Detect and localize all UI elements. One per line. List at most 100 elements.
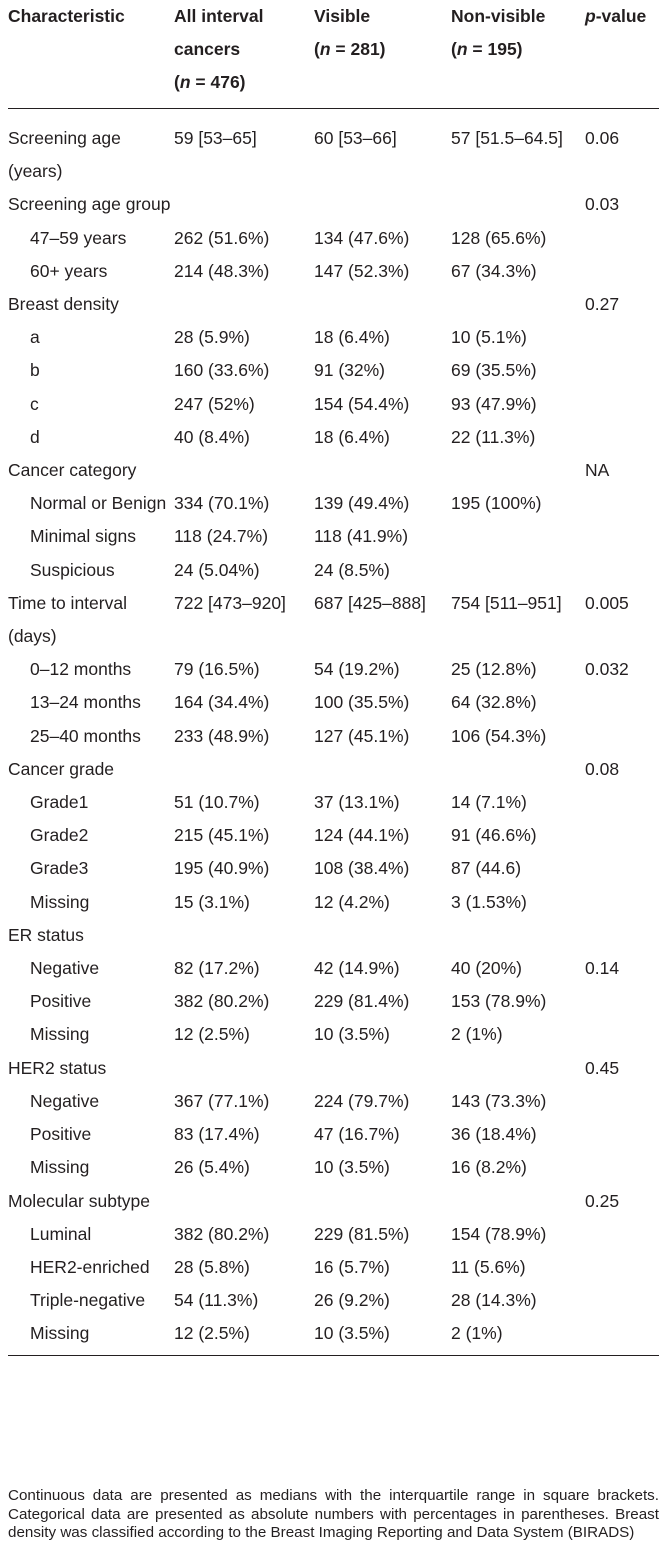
table-row: b 160 (33.6%) 91 (32%) 69 (35.5%) [8,354,659,387]
table-row: Missing 15 (3.1%) 12 (4.2%) 3 (1.53%) [8,886,659,919]
cell-all-interval: 82 (17.2%) [174,958,260,979]
cell-visible: 118 (41.9%) [314,526,409,547]
table-row: 13–24 months 164 (34.4%) 100 (35.5%) 64 (32… [8,686,659,719]
row-label: Screening age group [8,194,171,215]
cell-all-interval [174,1052,314,1085]
table-row: Breast density 0.27 [8,288,659,321]
table-row: HER2 status 0.45 [8,1052,659,1085]
table-row: Triple-negative 54 (11.3%) 26 (9.2%) 28 (14… [8,1284,659,1317]
cell-non-visible: 143 (73.3%) [451,1090,547,1111]
cell-non-visible [451,554,585,587]
row-label: 60+ years [30,260,108,281]
cell-non-visible [451,919,585,952]
header-nonvisible-label: Non-visible [451,6,546,26]
header-visible-n: (n = 281) [314,39,386,59]
cell-p-value [585,354,659,387]
cell-non-visible: 93 (47.9%) [451,393,537,414]
cell-p-value [585,1251,659,1284]
table-row: Cancer grade 0.08 [8,753,659,786]
table-row: Suspicious 24 (5.04%) 24 (8.5%) [8,554,659,587]
cell-non-visible: 153 (78.9%) [451,991,547,1012]
row-label: Suspicious [30,559,115,580]
cell-visible: 229 (81.5%) [314,1223,410,1244]
table-row: ER status [8,919,659,952]
cell-p-value [585,886,659,919]
header-nonvisible-n: (n = 195) [451,39,523,59]
header-characteristic: Characteristic [8,0,174,109]
cell-visible: 16 (5.7%) [314,1256,390,1277]
cell-p-value [585,985,659,1018]
cell-non-visible: 22 (11.3%) [451,426,536,447]
cell-all-interval [174,919,314,952]
row-label: Negative [30,958,100,979]
cell-p-value [585,852,659,885]
cell-p-value [585,1151,659,1184]
table-row: 47–59 years 262 (51.6%) 134 (47.6%) 128 (65… [8,222,659,255]
cell-visible: 224 (79.7%) [314,1090,410,1111]
header-visible: Visible (n = 281) [314,0,451,109]
cell-all-interval: 83 (17.4%) [174,1124,260,1145]
cell-visible: 139 (49.4%) [314,493,410,514]
row-label: Luminal [30,1223,92,1244]
cell-p-value [585,1118,659,1151]
cell-p-value: 0.032 [585,659,629,680]
row-label: Positive [30,991,92,1012]
table-row: Time to interval (days) 722 [473–920] 687 … [8,587,659,653]
row-label: 47–59 years [30,227,127,248]
cell-all-interval [174,753,314,786]
cell-all-interval: 26 (5.4%) [174,1157,250,1178]
table-row: 60+ years 214 (48.3%) 147 (52.3%) 67 (34.3%… [8,255,659,288]
cell-visible [314,1052,451,1085]
table-row: Minimal signs 118 (24.7%) 118 (41.9%) [8,520,659,553]
cell-all-interval: 24 (5.04%) [174,559,260,580]
cell-p-value [585,686,659,719]
row-label: Minimal signs [30,526,136,547]
cell-p-value: 0.45 [585,1057,620,1078]
cell-non-visible: 40 (20%) [451,958,523,979]
table-row: Negative 367 (77.1%) 224 (79.7%) 143 (73.3%… [8,1085,659,1118]
row-label: HER2-enriched [30,1256,150,1277]
cell-non-visible [451,188,585,221]
cell-all-interval: 15 (3.1%) [174,891,250,912]
cell-all-interval: 382 (80.2%) [174,1223,270,1244]
cell-visible: 47 (16.7%) [314,1124,400,1145]
cell-all-interval: 367 (77.1%) [174,1090,270,1111]
row-label: Breast density [8,294,119,315]
cell-all-interval: 247 (52%) [174,393,255,414]
cell-visible: 124 (44.1%) [314,825,410,846]
cell-all-interval: 382 (80.2%) [174,991,270,1012]
cell-all-interval [174,288,314,321]
table-row: Screening age group 0.03 [8,188,659,221]
cell-visible: 147 (52.3%) [314,260,410,281]
cell-visible [314,454,451,487]
row-label: Grade2 [30,825,89,846]
cell-p-value [585,421,659,454]
cell-visible [314,753,451,786]
cell-visible [314,919,451,952]
cell-all-interval: 195 (40.9%) [174,858,270,879]
cell-all-interval: 51 (10.7%) [174,792,260,813]
cell-non-visible [451,454,585,487]
table-row: Grade2 215 (45.1%) 124 (44.1%) 91 (46.6%) [8,819,659,852]
cell-p-value [585,1284,659,1317]
table-row: Grade3 195 (40.9%) 108 (38.4%) 87 (44.6) [8,852,659,885]
cell-all-interval: 160 (33.6%) [174,360,270,381]
cell-non-visible [451,1052,585,1085]
table-row: Grade1 51 (10.7%) 37 (13.1%) 14 (7.1%) [8,786,659,819]
cell-all-interval [174,188,314,221]
row-label: Cancer grade [8,758,115,779]
header-all-line2: cancers [174,39,241,59]
cell-non-visible: 36 (18.4%) [451,1124,537,1145]
cell-non-visible: 10 (5.1%) [451,327,527,348]
cell-p-value: 0.27 [585,294,620,315]
cell-non-visible [451,1185,585,1218]
row-label: HER2 status [8,1057,107,1078]
table-header: Characteristic All interval cancers (n =… [8,0,659,109]
cell-all-interval [174,454,314,487]
cell-non-visible [451,288,585,321]
cell-visible: 37 (13.1%) [314,792,400,813]
header-all-interval-cancers: All interval cancers (n = 476) [174,0,314,109]
cell-p-value [585,222,659,255]
cell-p-value [585,1018,659,1051]
